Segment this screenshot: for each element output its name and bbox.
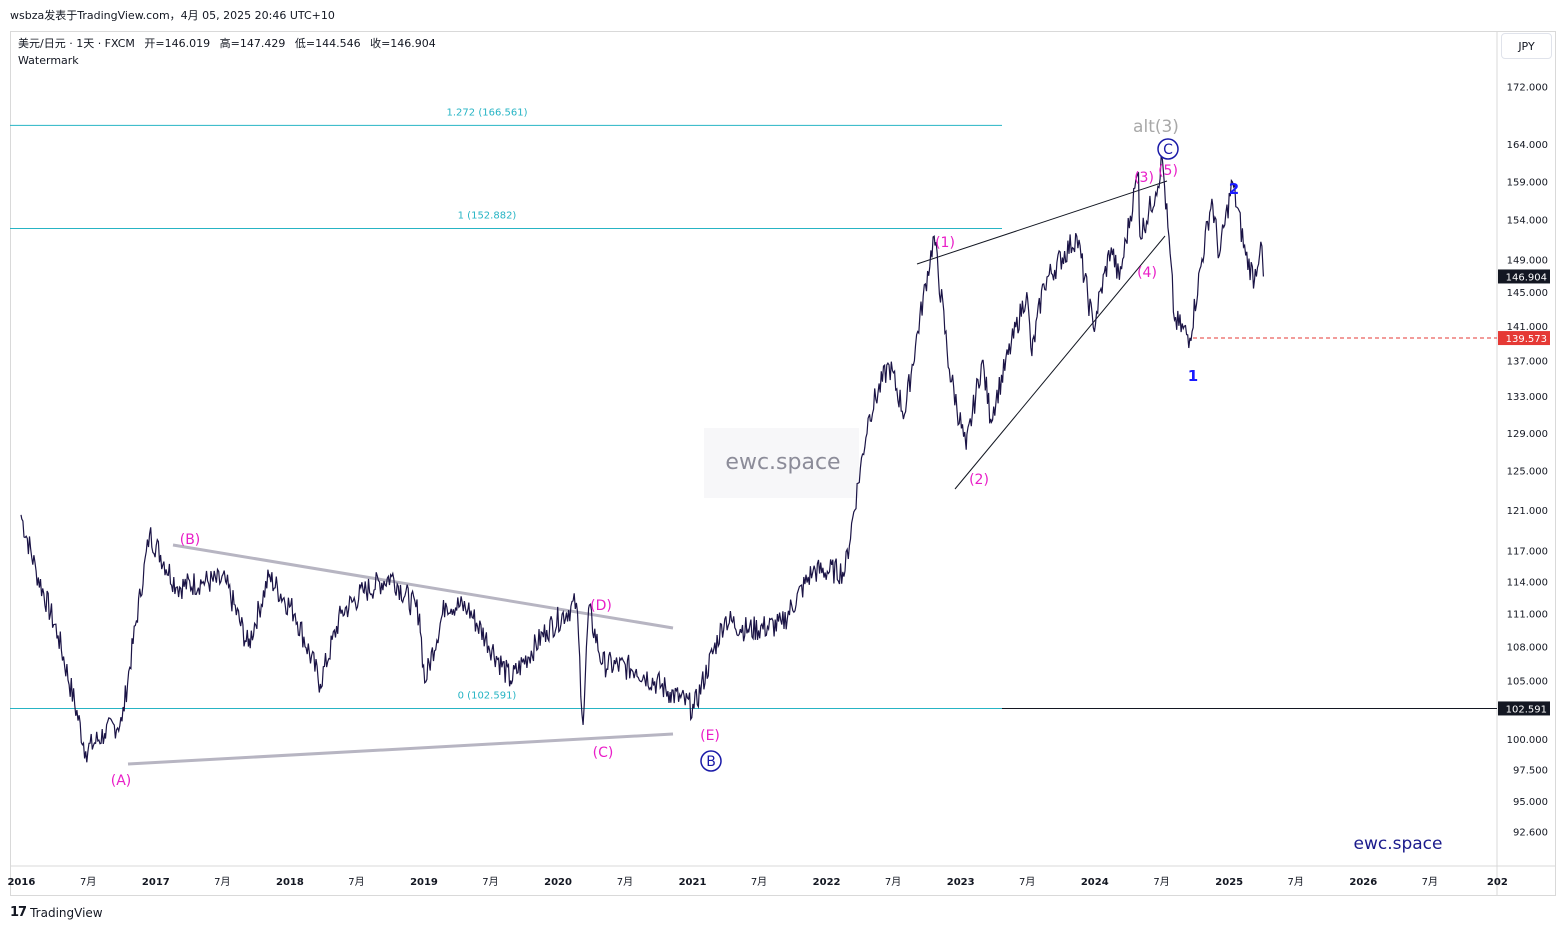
wave-label-circle bbox=[700, 750, 722, 772]
tradingview-logo-icon: 17 bbox=[10, 905, 27, 920]
x-tick-label: 7月 bbox=[80, 876, 96, 888]
watermark-box bbox=[704, 428, 859, 498]
watermark-text: ewc.space bbox=[725, 450, 840, 475]
chart-legend: 美元/日元 · 1天 · FXCM 开=146.019 高=147.429 低=… bbox=[18, 35, 442, 69]
y-tick-label: 108.000 bbox=[1507, 643, 1548, 654]
watermark-indicator-label[interactable]: Watermark bbox=[18, 54, 79, 67]
currency-button[interactable]: JPY bbox=[1501, 33, 1552, 59]
y-tick-label: 114.000 bbox=[1507, 578, 1548, 589]
x-tick-label: 7月 bbox=[885, 876, 901, 888]
fib-zero-tag-bg bbox=[1498, 701, 1550, 716]
x-tick-label: 7月 bbox=[1288, 876, 1304, 888]
y-tick-label: 172.000 bbox=[1507, 83, 1548, 94]
watermark-text-bottom: ewc.space bbox=[1354, 834, 1443, 854]
x-tick-label: 7月 bbox=[1019, 876, 1035, 888]
y-tick-label: 100.000 bbox=[1507, 735, 1548, 746]
y-tick-label: 133.000 bbox=[1507, 392, 1548, 403]
x-tick-label: 2025 bbox=[1215, 877, 1243, 888]
fib-level-label: 1.272 (166.561) bbox=[447, 107, 528, 118]
x-tick-label: 202 bbox=[1487, 877, 1508, 888]
y-tick-label: 164.000 bbox=[1507, 140, 1548, 151]
triangle-lower-line bbox=[127, 732, 674, 766]
x-tick-label: 7月 bbox=[1422, 876, 1438, 888]
x-tick-label: 2017 bbox=[142, 877, 170, 888]
wave-label-1: (1) bbox=[935, 235, 955, 251]
tradingview-footer: 17 TradingView bbox=[10, 905, 103, 920]
y-tick-label: 92.600 bbox=[1513, 828, 1548, 839]
y-tick-label: 125.000 bbox=[1507, 467, 1548, 478]
wave-label-3: (3) bbox=[1134, 170, 1154, 186]
wave-label-1: 1 bbox=[1188, 367, 1198, 385]
wave-label-C: C bbox=[1163, 142, 1173, 158]
dashed-level-tag: 139.573 bbox=[1506, 334, 1547, 345]
low-value: 低=144.546 bbox=[294, 37, 361, 50]
fib-zero-tag: 102.591 bbox=[1506, 704, 1547, 715]
wave-label-A: (A) bbox=[111, 773, 132, 789]
x-tick-label: 7月 bbox=[482, 876, 498, 888]
close-value: 收=146.904 bbox=[370, 37, 436, 50]
symbol-label[interactable]: 美元/日元 · 1天 · FXCM bbox=[18, 37, 135, 50]
x-tick-label: 2016 bbox=[7, 877, 35, 888]
x-tick-label: 7月 bbox=[617, 876, 633, 888]
y-tick-label: 149.000 bbox=[1507, 255, 1548, 266]
fib-level-label: 0 (102.591) bbox=[458, 690, 517, 701]
wave-label-circle bbox=[1157, 138, 1179, 160]
x-tick-label: 2026 bbox=[1349, 877, 1377, 888]
x-tick-label: 2023 bbox=[947, 877, 975, 888]
wave-label-4: (4) bbox=[1137, 265, 1157, 281]
triangle-upper-line bbox=[172, 543, 674, 630]
y-tick-label: 159.000 bbox=[1507, 177, 1548, 188]
y-tick-label: 111.000 bbox=[1507, 610, 1548, 621]
y-tick-label: 97.500 bbox=[1513, 766, 1548, 777]
chart-frame bbox=[10, 31, 1556, 896]
x-tick-label: 2020 bbox=[544, 877, 572, 888]
wave-label-5: (5) bbox=[1158, 163, 1178, 179]
y-tick-label: 121.000 bbox=[1507, 506, 1548, 517]
wave-label-E: (E) bbox=[700, 728, 720, 744]
wedge-lower-line bbox=[954, 235, 1166, 490]
wave-label-2: 2 bbox=[1229, 180, 1239, 198]
dashed-level-tag-bg bbox=[1498, 331, 1550, 346]
x-tick-label: 2018 bbox=[276, 877, 304, 888]
y-tick-label: 95.000 bbox=[1513, 797, 1548, 808]
y-tick-label: 145.000 bbox=[1507, 288, 1548, 299]
fib-level-label: 1 (152.882) bbox=[458, 210, 517, 221]
wave-label-alt3: alt(3) bbox=[1133, 117, 1179, 137]
publisher-line: wsbza发表于TradingView.com，4月 05, 2025 20:4… bbox=[10, 9, 335, 22]
wave-label-D: (D) bbox=[590, 598, 612, 614]
x-tick-label: 7月 bbox=[751, 876, 767, 888]
y-tick-label: 141.000 bbox=[1507, 322, 1548, 333]
high-value: 高=147.429 bbox=[219, 37, 286, 50]
y-tick-label: 117.000 bbox=[1507, 546, 1548, 557]
open-value: 开=146.019 bbox=[144, 37, 211, 50]
price-series-line bbox=[20, 155, 1264, 763]
x-tick-label: 7月 bbox=[1153, 876, 1169, 888]
wave-label-C: (C) bbox=[593, 745, 614, 761]
tradingview-brand[interactable]: TradingView bbox=[30, 905, 103, 920]
x-tick-label: 2021 bbox=[679, 877, 707, 888]
y-tick-label: 129.000 bbox=[1507, 429, 1548, 440]
y-tick-label: 154.000 bbox=[1507, 216, 1548, 227]
last-price-tag: 146.904 bbox=[1506, 272, 1547, 283]
x-tick-label: 2019 bbox=[410, 877, 438, 888]
x-tick-label: 2022 bbox=[813, 877, 841, 888]
y-tick-label: 105.000 bbox=[1507, 677, 1548, 688]
wave-label-B: B bbox=[706, 754, 716, 770]
wave-label-B: (B) bbox=[180, 532, 201, 548]
y-tick-label: 137.000 bbox=[1507, 356, 1548, 367]
x-tick-label: 2024 bbox=[1081, 877, 1109, 888]
x-tick-label: 7月 bbox=[348, 876, 364, 888]
last-price-tag-bg bbox=[1498, 269, 1550, 284]
wedge-upper-line bbox=[916, 180, 1168, 265]
wave-label-2: (2) bbox=[969, 472, 989, 488]
x-tick-label: 7月 bbox=[214, 876, 230, 888]
